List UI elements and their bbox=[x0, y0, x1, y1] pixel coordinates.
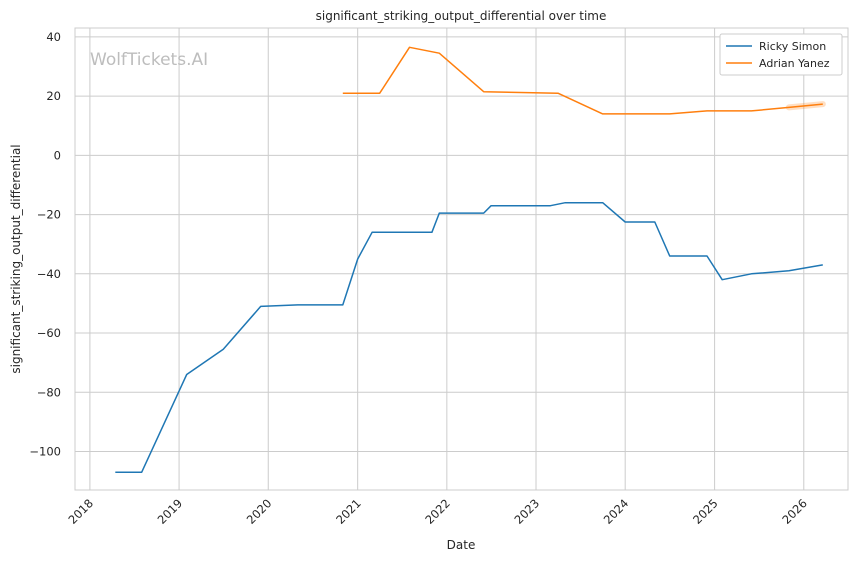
x-tick-label: 2020 bbox=[244, 496, 275, 527]
y-tick-label: 20 bbox=[46, 89, 61, 103]
series-2-tail-band bbox=[785, 101, 826, 111]
y-tick-label: −60 bbox=[37, 326, 61, 340]
x-tick-label: 2019 bbox=[155, 496, 186, 527]
y-tick-label: 0 bbox=[54, 148, 61, 162]
watermark: WolfTickets.AI bbox=[90, 50, 208, 70]
plot-area bbox=[74, 27, 849, 491]
y-tick-label: −100 bbox=[29, 445, 61, 459]
y-axis-ticks: 40 20 0 −20 −40 −60 −80 −100 bbox=[29, 30, 61, 459]
x-tick-label: 2018 bbox=[65, 496, 96, 527]
x-tick-label: 2024 bbox=[601, 496, 632, 527]
x-axis-ticks: 2018 2019 2020 2021 2022 2023 2024 2025 2026 bbox=[65, 496, 809, 527]
x-tick-label: 2022 bbox=[422, 496, 453, 527]
series-line-1 bbox=[115, 201, 823, 473]
legend-label: Ricky Simon bbox=[759, 40, 826, 53]
y-tick-label: −80 bbox=[37, 385, 61, 399]
y-tick-label: −20 bbox=[37, 208, 61, 222]
legend-box bbox=[719, 33, 843, 76]
x-tick-label: 2021 bbox=[333, 496, 364, 527]
y-tick-label: 40 bbox=[46, 30, 61, 44]
series-layer bbox=[115, 46, 826, 473]
series-line-2 bbox=[342, 46, 823, 115]
legend-label: Adrian Yanez bbox=[759, 57, 830, 70]
y-axis-label: significant_striking_output_differential bbox=[9, 144, 23, 373]
y-tick-label: −40 bbox=[37, 267, 61, 281]
legend: Ricky Simon Adrian Yanez bbox=[719, 33, 843, 76]
x-tick-label: 2025 bbox=[690, 496, 721, 527]
x-tick-label: 2026 bbox=[779, 496, 810, 527]
chart-title: significant_striking_output_differential… bbox=[316, 9, 607, 23]
x-axis-label: Date bbox=[447, 538, 476, 552]
x-tick-label: 2023 bbox=[512, 496, 543, 527]
